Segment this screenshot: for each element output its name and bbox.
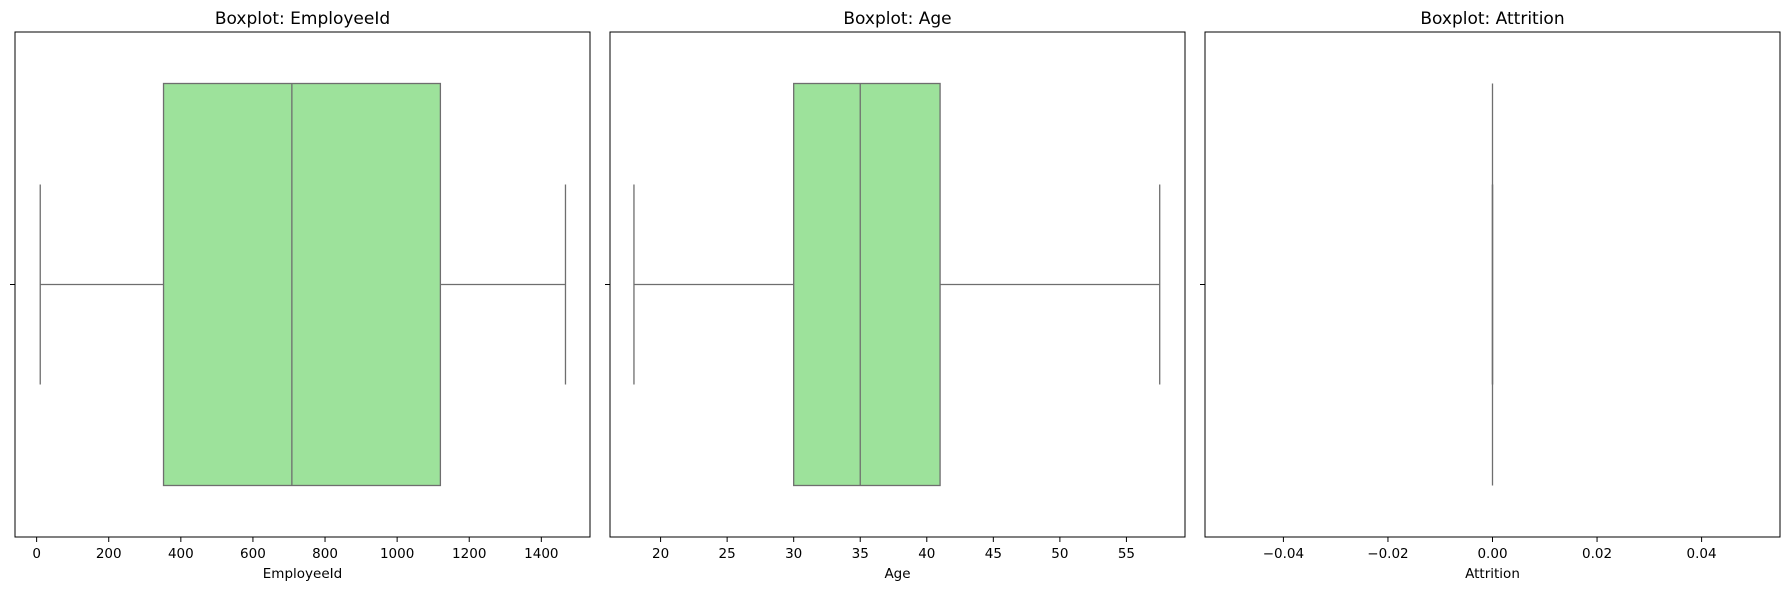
x-axis-label: Attrition <box>1465 566 1520 582</box>
x-tick-label: 50 <box>1051 546 1068 562</box>
x-tick-label: 55 <box>1118 546 1135 562</box>
chart-panel-1: Boxplot: EmployeeId 0 200 400 600 800 1000 1200… <box>10 9 591 582</box>
x-tick-label: 25 <box>719 546 736 562</box>
x-tick-label: 1200 <box>452 546 486 562</box>
x-tick-label: −0.02 <box>1367 546 1408 562</box>
x-tick-label: 800 <box>312 546 338 562</box>
chart-panel-3: Boxplot: Attrition −0.04 −0.02 0.00 0.02 0.04… <box>1200 9 1781 582</box>
x-axis-label: EmployeeId <box>263 566 342 582</box>
iqr-box <box>793 82 941 487</box>
x-tick-label: 400 <box>168 546 194 562</box>
x-tick-label: 1000 <box>380 546 414 562</box>
chart-title: Boxplot: Attrition <box>1420 9 1564 29</box>
x-tick-label: 0.02 <box>1582 546 1612 562</box>
x-tick-label: 20 <box>652 546 669 562</box>
x-tick-label: 200 <box>96 546 122 562</box>
x-tick-label: 45 <box>985 546 1002 562</box>
x-tick-label: 600 <box>240 546 266 562</box>
chart-title: Boxplot: Age <box>843 9 951 29</box>
x-tick-label: 0.00 <box>1477 546 1507 562</box>
iqr-box <box>162 82 442 487</box>
x-tick-label: 0 <box>32 546 41 562</box>
x-tick-label: 1400 <box>524 546 558 562</box>
chart-panel-2: Boxplot: Age 20 25 30 35 40 45 50 55 Age <box>605 9 1186 582</box>
x-tick-label: 0.04 <box>1687 546 1717 562</box>
x-tick-label: 35 <box>852 546 869 562</box>
chart-title: Boxplot: EmployeeId <box>215 9 390 29</box>
x-tick-label: 30 <box>785 546 802 562</box>
x-axis-label: Age <box>884 566 910 582</box>
x-tick-label: −0.04 <box>1263 546 1304 562</box>
x-tick-label: 40 <box>918 546 935 562</box>
